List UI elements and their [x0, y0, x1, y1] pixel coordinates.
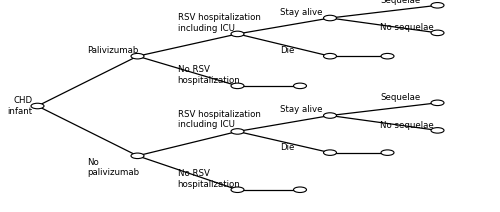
Circle shape	[431, 3, 444, 8]
Circle shape	[31, 103, 44, 109]
Text: RSV hospitalization
including ICU: RSV hospitalization including ICU	[178, 110, 260, 129]
Circle shape	[294, 83, 306, 89]
Circle shape	[431, 128, 444, 133]
Circle shape	[231, 83, 244, 89]
Text: No RSV
hospitalization: No RSV hospitalization	[178, 65, 240, 85]
Text: No sequelae: No sequelae	[380, 23, 434, 32]
Circle shape	[324, 15, 336, 21]
Text: No sequelae: No sequelae	[380, 121, 434, 130]
Text: CHD
infant: CHD infant	[8, 96, 32, 116]
Text: Stay alive: Stay alive	[280, 8, 322, 17]
Circle shape	[294, 187, 306, 192]
Circle shape	[231, 129, 244, 134]
Circle shape	[324, 113, 336, 118]
Circle shape	[131, 153, 144, 159]
Circle shape	[324, 150, 336, 155]
Circle shape	[381, 150, 394, 155]
Circle shape	[231, 31, 244, 37]
Text: RSV hospitalization
including ICU: RSV hospitalization including ICU	[178, 13, 260, 33]
Text: Palivizumab: Palivizumab	[88, 46, 139, 55]
Text: Die: Die	[280, 143, 294, 152]
Circle shape	[131, 53, 144, 59]
Circle shape	[381, 53, 394, 59]
Text: No
palivizumab: No palivizumab	[88, 158, 140, 177]
Circle shape	[324, 53, 336, 59]
Circle shape	[431, 30, 444, 36]
Text: No RSV
hospitalization: No RSV hospitalization	[178, 169, 240, 189]
Text: Die: Die	[280, 46, 294, 55]
Circle shape	[231, 187, 244, 192]
Text: Sequelae: Sequelae	[380, 93, 420, 102]
Circle shape	[431, 100, 444, 106]
Text: Sequelae: Sequelae	[380, 0, 420, 5]
Text: Stay alive: Stay alive	[280, 106, 322, 114]
